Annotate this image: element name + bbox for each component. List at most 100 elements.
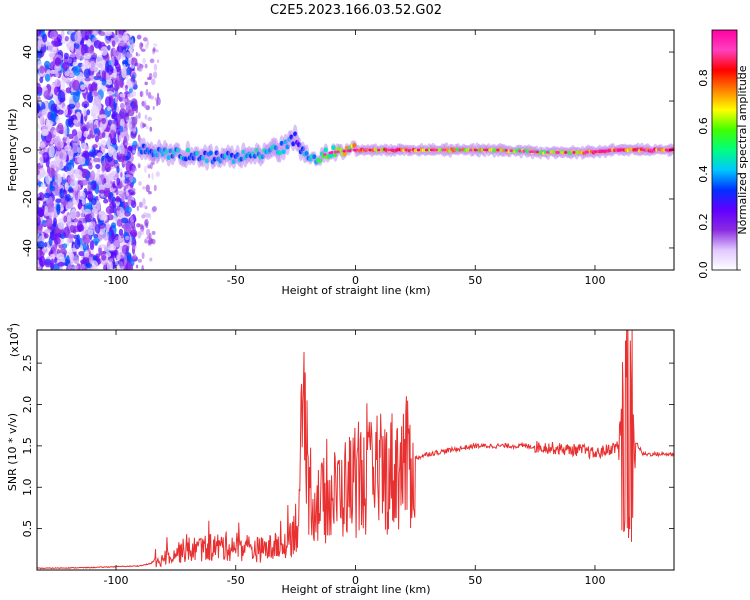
spectrogram-noise-cell <box>54 170 58 180</box>
spectrogram-noise-cell <box>59 188 65 199</box>
spectrogram-noise-cell <box>129 174 134 180</box>
spectrogram-noise-cell <box>130 220 135 227</box>
spectrogram-noise-cell <box>137 231 142 239</box>
snr-series-line <box>37 330 674 570</box>
spectrogram-noise-cell <box>65 87 72 94</box>
spectrogram-noise-cell <box>80 84 86 90</box>
spectrogram-noise-cell <box>44 228 52 234</box>
spectrogram-noise-cell <box>136 205 139 211</box>
spectrogram-noise-cell <box>37 122 40 129</box>
spectrogram-noise-cell <box>141 252 145 259</box>
spectrogram-noise-cell <box>131 90 137 97</box>
spectrogram-noise-cell <box>119 108 127 120</box>
spectrogram-noise-cell <box>119 125 124 133</box>
spectrogram-noise-cell <box>145 125 149 130</box>
spectrogram-noise-cell <box>85 121 91 130</box>
spectrogram-noise-cell <box>140 121 144 129</box>
spectrogram-noise-cell <box>115 172 120 179</box>
spectrogram-x-tick-label: 50 <box>468 274 482 287</box>
spectrogram-noise-cell <box>43 192 51 199</box>
spectrogram-peak-cell <box>352 148 357 152</box>
spectrogram-noise-cell <box>107 121 111 132</box>
spectrogram-noise-cell <box>91 221 96 229</box>
snr-y-tick-label: 1.0 <box>21 478 34 496</box>
spectrogram-noise-cell <box>106 136 111 149</box>
spectrogram-noise-cell <box>128 39 132 44</box>
spectrogram-noise-cell <box>97 63 104 68</box>
colorbar-ticks: 0.0 0.2 0.4 0.6 0.8 <box>697 69 741 279</box>
spectrogram-noise-cell <box>61 62 70 70</box>
spectrogram-noise-cell <box>101 131 106 138</box>
spectrogram-peak-cell <box>619 148 623 152</box>
spectrogram-noise-cell <box>49 69 57 74</box>
spectrogram-noise-cell <box>74 43 80 49</box>
spectrogram-noise-cell <box>64 70 71 77</box>
spectrogram-noise-cell <box>76 220 83 233</box>
spectrogram-noise-cell <box>77 190 86 200</box>
spectrogram-noise-cell <box>42 33 48 43</box>
spectrogram-x-label: Height of straight line (km) <box>281 284 430 297</box>
spectrogram-peak-cell <box>333 150 338 154</box>
spectrogram-noise-cell <box>106 91 114 96</box>
spectrogram-noise-cell <box>48 52 56 58</box>
spectrogram-ridge-cell <box>185 147 190 153</box>
spectrogram-noise-cell <box>141 264 144 270</box>
spectrogram-noise-cell <box>70 208 77 220</box>
colorbar-tick-label: 0.2 <box>697 213 710 231</box>
spectrogram-noise-cell <box>57 90 66 103</box>
spectrogram-noise-cell <box>137 258 142 263</box>
spectrogram-peak-cell <box>607 149 612 153</box>
spectrogram-noise-cell <box>149 58 155 64</box>
spectrogram-noise-cell <box>64 35 69 42</box>
spectrogram-noise-cell <box>43 90 51 100</box>
spectrogram-peak-cell <box>664 148 669 152</box>
spectrogram-noise-cell <box>54 156 62 165</box>
spectrogram-noise-cell <box>135 223 141 228</box>
spectrogram-noise-cell <box>104 96 112 108</box>
spectrogram-noise-cell <box>37 207 44 218</box>
spectrogram-noise-cell <box>125 30 130 33</box>
spectrogram-peak-cell <box>522 149 526 153</box>
spectrogram-noise-cell <box>89 60 96 72</box>
spectrogram-noise-cell <box>145 88 149 96</box>
spectrogram-noise-cell <box>59 161 64 168</box>
spectrogram-noise-cell <box>120 171 123 178</box>
snr-x-tick-label: 100 <box>584 574 605 587</box>
spectrogram-noise-cell <box>88 151 95 157</box>
spectrogram-noise-cell <box>135 51 138 56</box>
spectrogram-noise-cell <box>144 218 149 227</box>
spectrogram-noise-cell <box>116 255 121 260</box>
colorbar-frame <box>711 29 738 271</box>
spectrogram-noise-cell <box>66 255 70 266</box>
spectrogram-noise-cell <box>119 93 126 98</box>
spectrogram-noise-cell <box>76 153 81 164</box>
spectrogram-noise-cell <box>131 225 137 233</box>
spectrogram-noise-cell <box>85 262 92 269</box>
spectrogram-noise-cell <box>52 46 57 54</box>
spectrogram-noise-cell <box>89 129 93 136</box>
spectrogram-ridge-cell <box>323 147 328 153</box>
spectrogram-noise-cell <box>50 185 56 192</box>
spectrogram-noise-cell <box>39 76 44 84</box>
spectrogram-noise-cell <box>39 142 46 149</box>
spectrogram-peak-cell <box>429 148 434 152</box>
spectrogram-noise-cell <box>67 234 76 239</box>
spectrogram-noise-cell <box>115 260 119 266</box>
spectrogram-noise-cell <box>123 160 127 164</box>
spectrogram-peak-cell <box>441 148 446 152</box>
spectrogram-noise-cell <box>153 184 157 192</box>
spectrogram-noise-cell <box>84 77 92 82</box>
spectrogram-noise-cell <box>125 115 130 121</box>
spectrogram-noise-cell <box>68 188 74 194</box>
spectrogram-noise-cell <box>145 212 151 219</box>
spectrogram-noise-cell <box>147 239 151 246</box>
spectrogram-noise-cell <box>80 179 89 186</box>
spectrogram-noise-cell <box>91 105 99 115</box>
spectrogram-noise-cell <box>125 173 131 178</box>
spectrogram-noise-cell <box>120 233 125 239</box>
spectrogram-peak-cell <box>533 150 537 154</box>
spectrogram-noise-cell <box>54 185 60 196</box>
spectrogram-noise-cell <box>121 67 127 79</box>
snr-y-tick-label: 2.5 <box>21 354 34 372</box>
spectrogram-noise-cell <box>97 130 101 136</box>
